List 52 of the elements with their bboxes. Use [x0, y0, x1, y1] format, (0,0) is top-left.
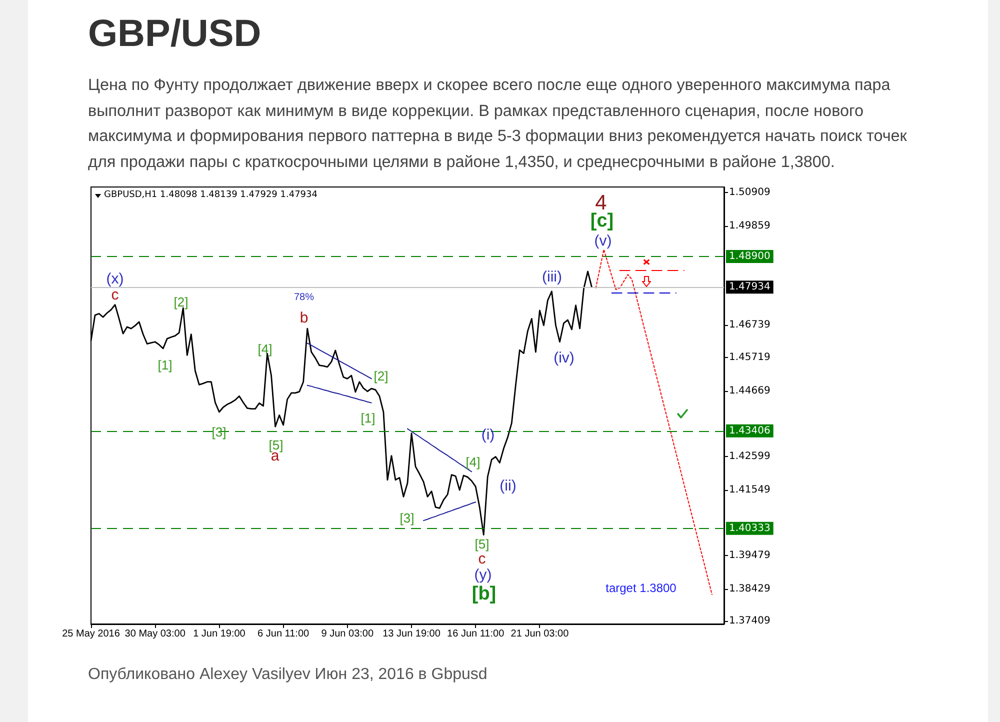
- x-tick-label: 30 May 03:00: [124, 628, 186, 640]
- annotation: [5]: [474, 536, 490, 552]
- x-tick-label: 1 Jun 19:00: [193, 628, 246, 640]
- y-tick-label: 1.50909: [729, 187, 770, 198]
- y-tick-label: 1.44669: [729, 385, 770, 396]
- annotation: (i): [481, 426, 495, 444]
- annotation: b: [300, 310, 308, 326]
- ref-line-label: 1.47934: [729, 282, 770, 293]
- annotation: [1]: [158, 358, 172, 372]
- y-tick-label: 1.49859: [729, 220, 770, 232]
- y-tick-label: 1.41549: [729, 484, 770, 496]
- line-series: [306, 384, 372, 404]
- annotation: [3]: [400, 510, 414, 526]
- annotation: [3]: [212, 424, 226, 440]
- line-series: [423, 502, 476, 522]
- annotation: [4]: [466, 454, 480, 470]
- x-tick-label: 16 Jun 11:00: [447, 628, 505, 640]
- ref-line-label: 1.48900: [729, 251, 770, 262]
- chart-title: GBP/USD: [88, 13, 262, 55]
- annotation: target 1.3800: [606, 581, 676, 595]
- annotation: (y): [474, 566, 492, 584]
- y-tick-label: 1.37409: [729, 616, 770, 627]
- annotation: [b]: [472, 584, 496, 604]
- chart-subtitle: Цена по Фунту продолжает движение вверх и скорее всего после еще одного уверенного максимума пара выполнит разворот как минимум в виде коррекции. В рамках представленного сценария, после нового максимума и формирования первого паттерна в виде 5-3 формации вниз рекомендуется начать поиск точек для продажи пары с краткосрочными целями в районе 1,4350, и среднесрочными в районе 1,3800.: [88, 75, 908, 174]
- annotation: (iii): [542, 268, 562, 286]
- annotation: GBPUSD,H1 1.48098 1.48139 1.47929 1.47934: [104, 189, 318, 201]
- text: Опубликовано Alexey Vasilyev Июн 23, 2016 в Gbpusd: [88, 665, 488, 685]
- annotation: (ii): [500, 478, 516, 494]
- x-tick-label: 6 Jun 11:00: [258, 628, 310, 640]
- x-tick-label: 9 Jun 03:00: [321, 628, 374, 640]
- annotation: c: [478, 550, 486, 568]
- line-series: [306, 342, 372, 380]
- annotation: [4]: [258, 342, 272, 356]
- ref-line-label: 1.43406: [729, 425, 770, 436]
- annotation: [1]: [360, 410, 376, 426]
- annotation: c: [111, 286, 119, 304]
- annotation: (x): [106, 270, 124, 288]
- y-tick-label: 1.38429: [729, 583, 770, 594]
- y-tick-label: 1.45719: [729, 352, 770, 363]
- y-tick-label: 1.42599: [729, 450, 770, 462]
- y-tick-label: 1.39479: [729, 550, 770, 561]
- x-tick-label: 21 Jun 03:00: [510, 628, 570, 640]
- annotation: (iv): [554, 350, 574, 366]
- y-tick-label: 1.46739: [729, 320, 770, 331]
- x-tick-label: 13 Jun 19:00: [382, 628, 441, 640]
- annotation: 78%: [294, 292, 314, 304]
- ref-line-label: 1.40333: [729, 522, 770, 534]
- annotation: (v): [594, 232, 612, 250]
- line-series: [595, 249, 712, 595]
- annotation: [2]: [174, 294, 188, 310]
- annotation: [2]: [374, 368, 388, 384]
- x-tick-label: 25 May 2016: [62, 628, 120, 640]
